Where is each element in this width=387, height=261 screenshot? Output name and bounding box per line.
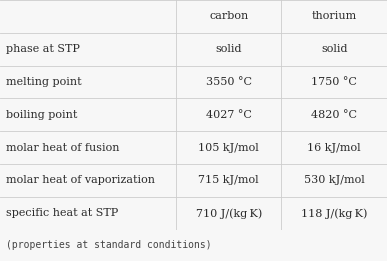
Text: solid: solid	[216, 44, 242, 54]
Text: solid: solid	[321, 44, 348, 54]
Text: specific heat at STP: specific heat at STP	[6, 208, 118, 218]
Text: 16 kJ/mol: 16 kJ/mol	[307, 143, 361, 153]
Text: 105 kJ/mol: 105 kJ/mol	[199, 143, 259, 153]
Text: phase at STP: phase at STP	[6, 44, 80, 54]
Text: 1750 °C: 1750 °C	[311, 77, 357, 87]
Text: thorium: thorium	[312, 11, 357, 21]
Text: molar heat of vaporization: molar heat of vaporization	[6, 175, 155, 186]
Text: melting point: melting point	[6, 77, 81, 87]
Text: 118 J/(kg K): 118 J/(kg K)	[301, 208, 367, 218]
Text: 715 kJ/mol: 715 kJ/mol	[199, 175, 259, 186]
Text: (properties at standard conditions): (properties at standard conditions)	[6, 240, 211, 250]
Text: boiling point: boiling point	[6, 110, 77, 120]
Text: 710 J/(kg K): 710 J/(kg K)	[195, 208, 262, 218]
Text: 4027 °C: 4027 °C	[206, 110, 252, 120]
Text: carbon: carbon	[209, 11, 248, 21]
Text: 3550 °C: 3550 °C	[206, 77, 252, 87]
Text: molar heat of fusion: molar heat of fusion	[6, 143, 119, 153]
Text: 4820 °C: 4820 °C	[311, 110, 357, 120]
Text: 530 kJ/mol: 530 kJ/mol	[304, 175, 365, 186]
